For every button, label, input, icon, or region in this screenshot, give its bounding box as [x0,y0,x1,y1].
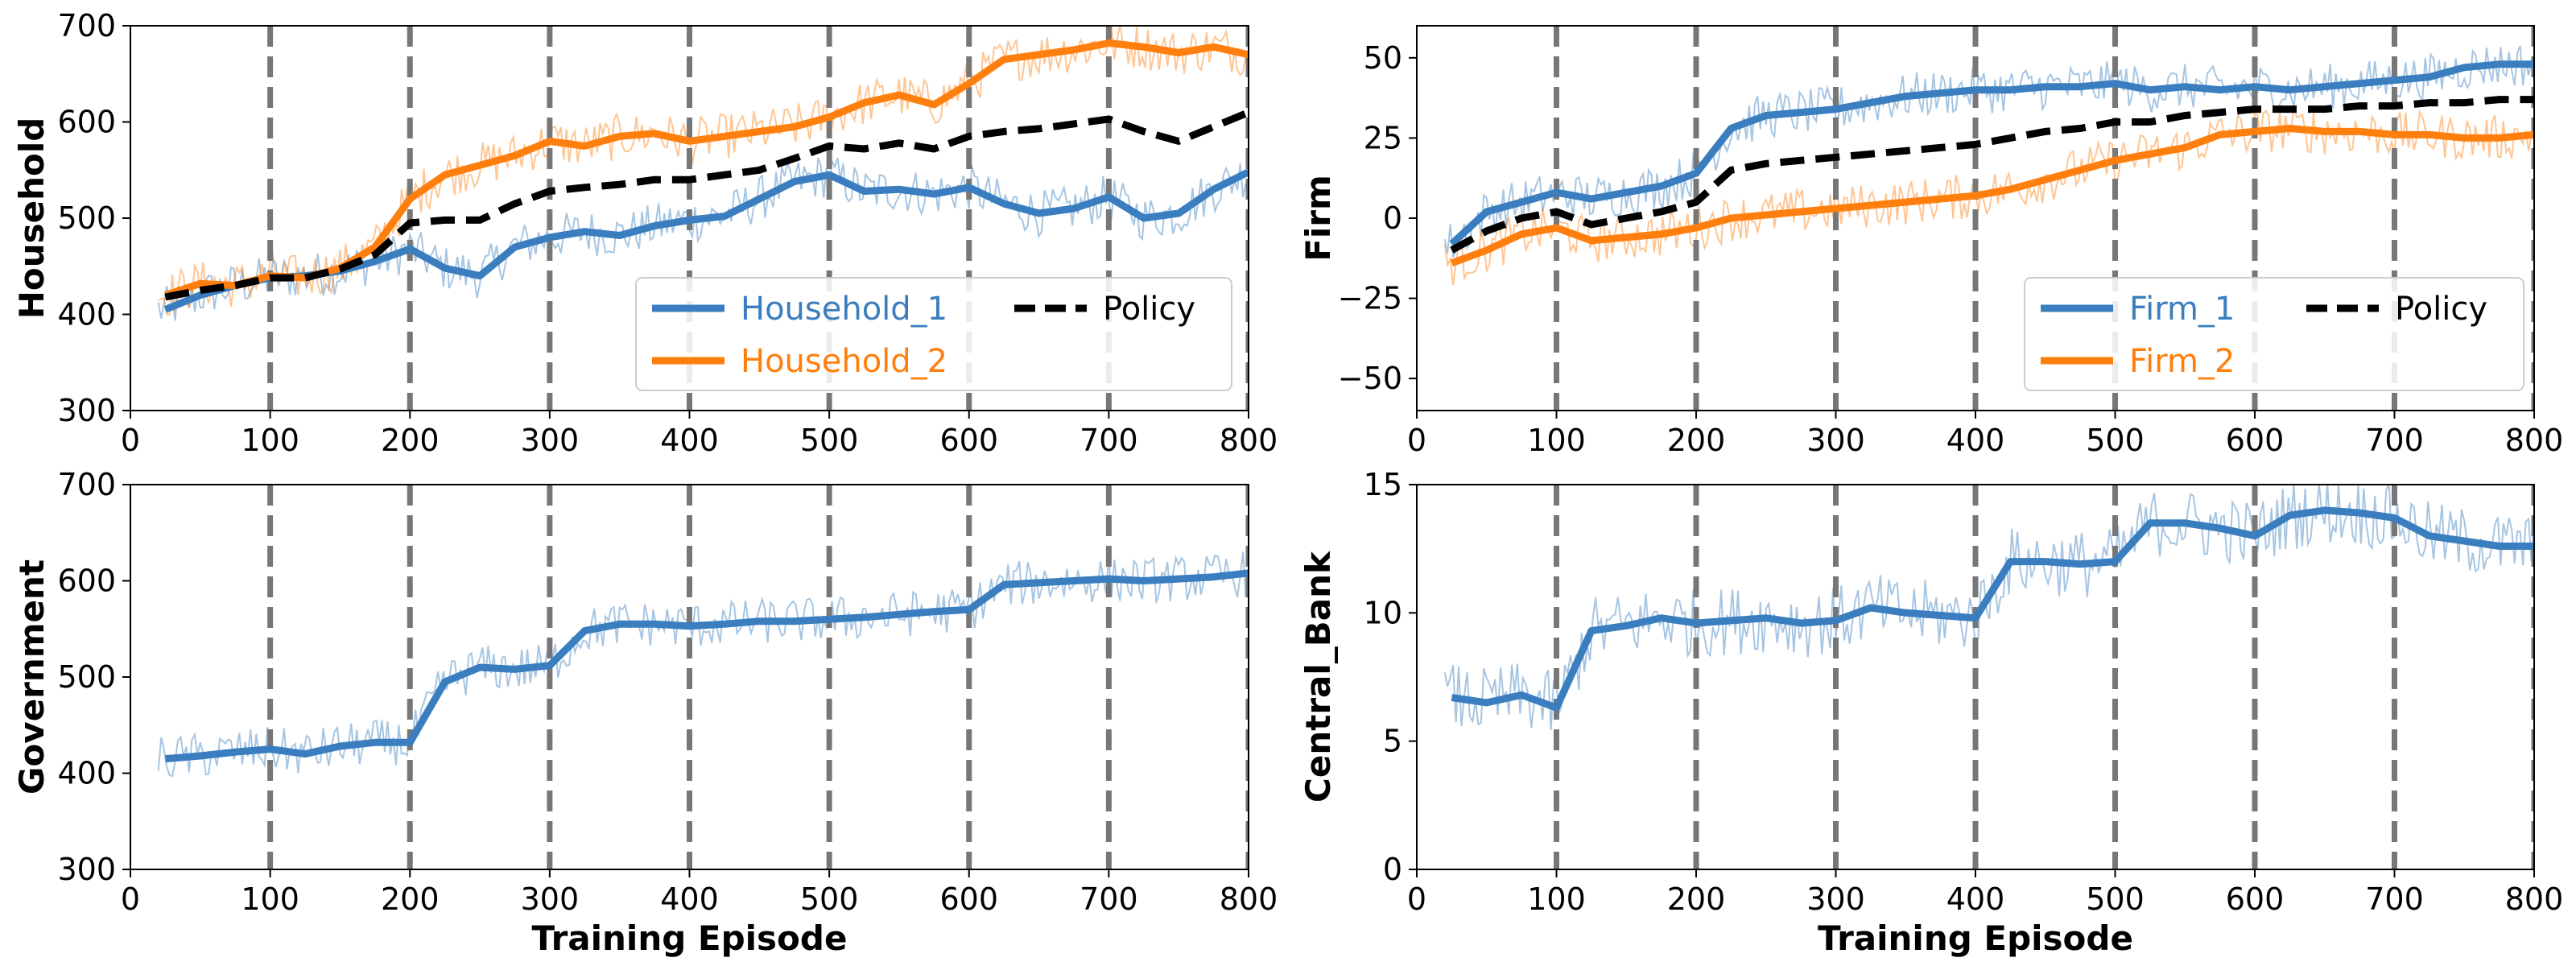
y-tick-label: 10 [1364,595,1402,630]
series-line-value [165,569,1249,763]
series-line-policy [164,109,1249,301]
y-tick-label: 25 [1364,120,1402,155]
series-line-value [1451,506,2534,712]
x-tick-label: 300 [1806,881,1865,917]
raw-trace-firm_2 [1443,106,2534,286]
x-tick-label: 500 [2086,423,2145,458]
x-tick-label: 700 [1080,881,1138,917]
x-tick-label: 800 [2505,423,2564,458]
legend-label: Policy [1103,291,1195,328]
y-tick-label: 5 [1383,724,1402,759]
legend: Household_1 Household_2 Policy [635,277,1232,391]
raw-trace-series [1443,485,2534,730]
x-tick-label: 700 [2365,881,2424,917]
y-tick-label: 300 [57,852,116,887]
x-tick-label: 0 [1407,423,1426,458]
x-tick-label: 400 [660,881,719,917]
y-axis-label: Household [12,118,52,320]
chart-panel-2: 0 100 200 300 400 500 600 700 800 −50 −25 0 25 50 Firm… [1298,25,2564,458]
x-tick-label: 100 [1527,881,1586,917]
legend-label: Policy [2395,291,2487,328]
y-tick-label: 500 [57,659,116,695]
series-line-firm_1 [1449,60,2534,247]
y-tick-label: 400 [57,756,116,791]
x-axis-label: Training Episode [1818,919,2133,958]
y-tick-label: −25 [1338,281,1402,316]
x-tick-label: 200 [381,423,440,458]
x-tick-label: 100 [241,423,299,458]
x-tick-label: 800 [2505,881,2564,917]
y-tick-label: 700 [57,467,116,502]
y-tick-label: 500 [57,200,116,236]
x-tick-label: 100 [241,881,299,917]
raw-trace-series [157,551,1249,778]
x-tick-label: 600 [2226,423,2285,458]
series-line-household_2 [163,39,1249,299]
y-tick-label: 600 [57,564,116,599]
y-tick-label: 300 [57,393,116,428]
chart-panel-4: 0 100 200 300 400 500 600 700 800 0 5 10 15 Central_B… [1298,467,2563,958]
x-tick-label: 600 [2226,881,2285,917]
series-line-firm_2 [1450,125,2534,267]
x-tick-label: 400 [1946,881,2005,917]
y-tick-label: 15 [1364,467,1402,502]
x-tick-label: 700 [2365,423,2424,458]
legend-label: Firm_1 [2129,291,2235,328]
raw-trace-household_2 [158,26,1249,316]
x-tick-label: 600 [939,881,998,917]
x-tick-label: 300 [1806,423,1865,458]
legend-label: Household_2 [741,343,947,380]
x-tick-label: 0 [121,423,140,458]
x-tick-label: 200 [381,881,440,917]
x-tick-label: 300 [521,423,580,458]
legend-label: Firm_2 [2129,343,2235,380]
y-tick-label: 700 [57,8,116,43]
series-line-policy [1450,96,2534,254]
x-tick-label: 500 [800,423,859,458]
x-tick-label: 200 [1667,423,1726,458]
y-tick-label: −50 [1338,361,1402,396]
plot-area [157,485,1249,869]
x-tick-label: 400 [1946,423,2005,458]
raw-trace-firm_1 [1443,45,2534,258]
plot-area [1443,485,2534,869]
x-tick-label: 500 [800,881,859,917]
legend: Firm_1 Firm_2 Policy [2024,277,2524,391]
chart-panel-1: 0 100 200 300 400 500 600 700 800 300 400 500 600 700… [12,8,1278,458]
y-tick-label: 0 [1383,852,1402,887]
legend-label: Household_1 [741,291,947,328]
y-tick-label: 400 [57,297,116,332]
y-tick-label: 0 [1383,200,1402,236]
y-axis-label: Firm [1298,175,1338,262]
x-tick-label: 600 [939,423,998,458]
y-tick-label: 600 [57,105,116,140]
y-tick-label: 50 [1364,40,1402,76]
x-tick-label: 100 [1527,423,1586,458]
plot-area [157,26,1249,411]
x-tick-label: 300 [521,881,580,917]
x-tick-label: 200 [1667,881,1726,917]
x-tick-label: 400 [660,423,719,458]
x-tick-label: 0 [121,881,140,917]
x-tick-label: 500 [2086,881,2145,917]
x-tick-label: 700 [1080,423,1138,458]
plot-area [1443,26,2534,411]
y-axis-label: Government [12,559,52,795]
x-tick-label: 800 [1220,881,1278,917]
x-tick-label: 800 [1220,423,1278,458]
x-tick-label: 0 [1407,881,1426,917]
x-axis-label: Training Episode [532,919,848,958]
y-axis-label: Central_Bank [1298,551,1338,803]
chart-panel-3: 0 100 200 300 400 500 600 700 800 300 400 500 600 700… [12,467,1278,958]
legend-box [2024,277,2524,391]
